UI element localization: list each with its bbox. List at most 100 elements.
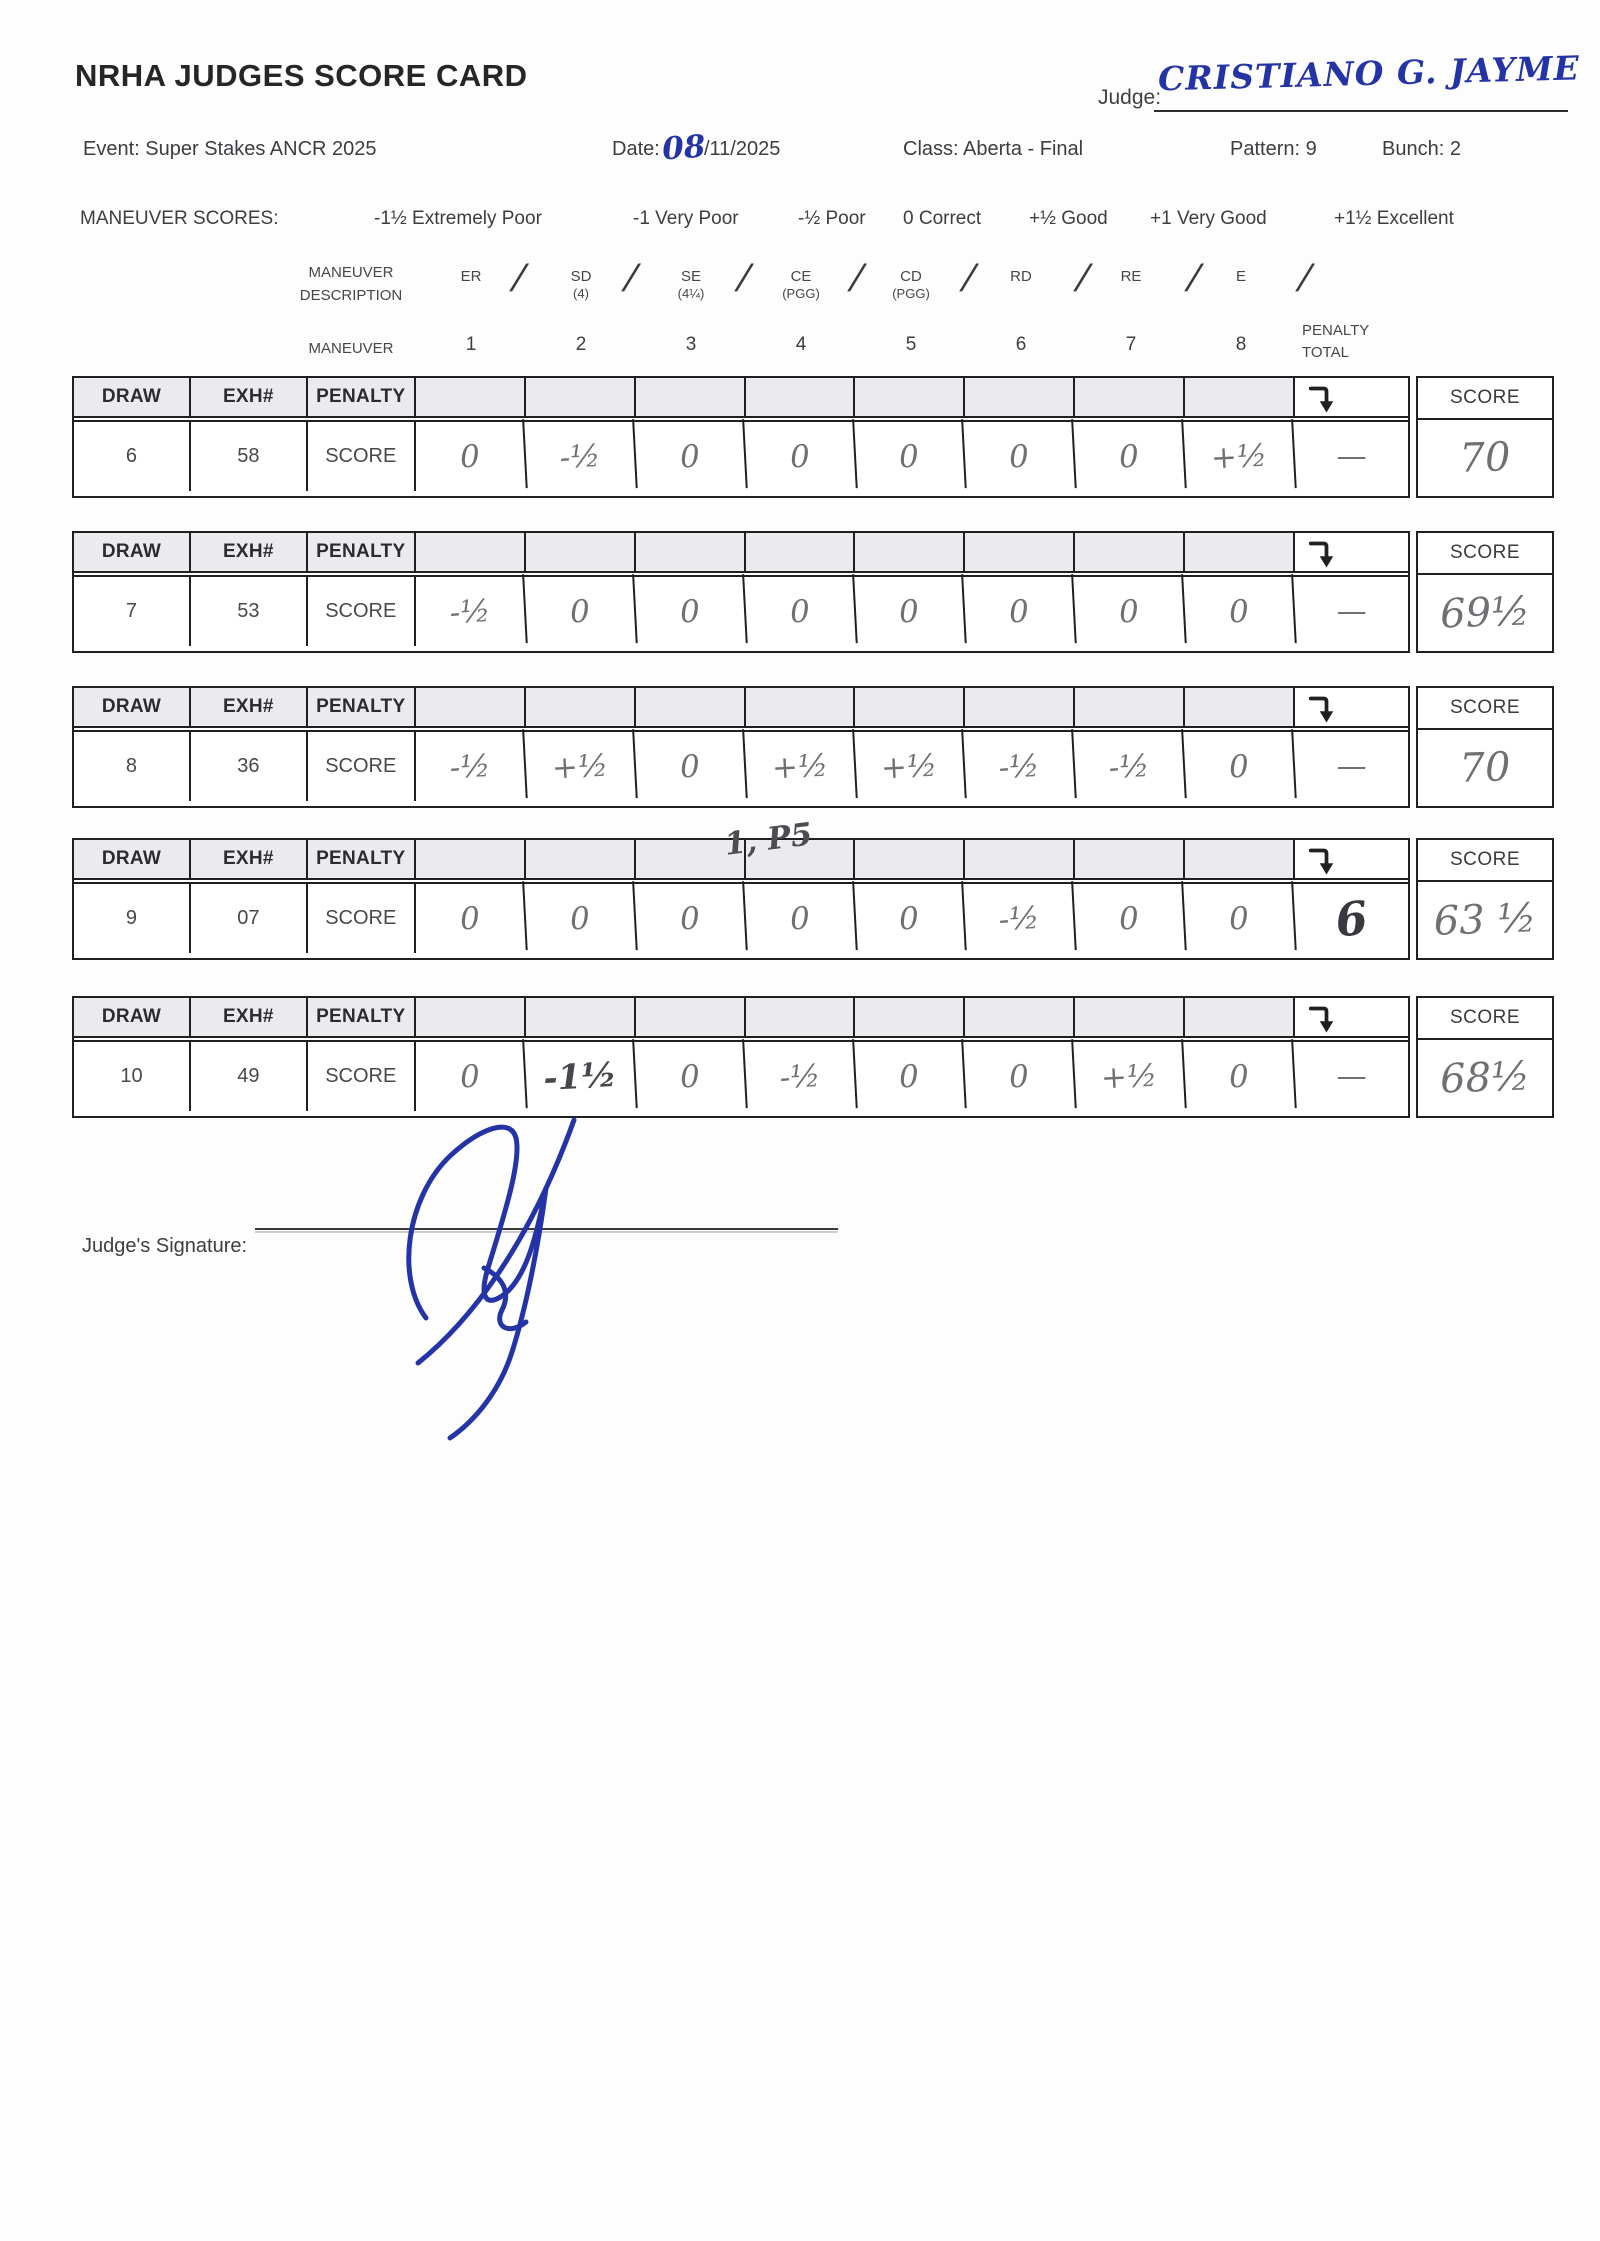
penalty-box-cell bbox=[855, 533, 966, 571]
pattern-label: Pattern: bbox=[1230, 138, 1301, 160]
penalty-box-cell bbox=[1185, 378, 1296, 416]
maneuver-score-cell: 0 bbox=[1183, 1039, 1297, 1114]
maneuver-score-cell: -½ bbox=[414, 574, 528, 649]
maneuver-score-cell: -½ bbox=[963, 881, 1077, 956]
maneuver-number: 5 bbox=[905, 334, 917, 355]
corner-down-arrow-icon bbox=[1308, 696, 1334, 723]
maneuver-score-cell: 0 bbox=[743, 881, 858, 956]
maneuver-score-cell: 0 bbox=[523, 881, 638, 956]
penalty-box-cell bbox=[416, 688, 526, 726]
maneuver-score-cell: 0 bbox=[963, 1039, 1077, 1114]
penalty-box-cell bbox=[416, 998, 526, 1036]
total-score-value: 70 bbox=[1458, 743, 1512, 792]
penalty-total-value: — bbox=[1336, 749, 1367, 784]
score-label: SCORE bbox=[1418, 378, 1552, 420]
penalty-box-cell bbox=[526, 840, 636, 878]
draw-header-cell: DRAW bbox=[74, 840, 191, 878]
penalty-box-cell bbox=[746, 533, 856, 571]
penalty-total-value: — bbox=[1336, 1059, 1367, 1094]
judge-name-underline bbox=[1154, 110, 1568, 112]
legend-item: 0 Correct bbox=[903, 208, 982, 229]
maneuver-code: RD bbox=[966, 268, 1076, 286]
maneuver-score-cell: +½ bbox=[523, 729, 638, 804]
date-label: Date: bbox=[612, 138, 660, 160]
total-score-value: 68½ bbox=[1439, 1052, 1531, 1103]
maneuver-number: 2 bbox=[575, 334, 587, 355]
penalty-box-cell bbox=[855, 378, 966, 416]
maneuver-score-cell: -½ bbox=[743, 1039, 858, 1114]
maneuver-number: 6 bbox=[1015, 334, 1027, 355]
maneuver-score-cell: 0 bbox=[853, 419, 968, 494]
draw-value: 7 bbox=[74, 577, 191, 646]
maneuver-scores-legend: MANEUVER SCORES: -1½ Extremely Poor -1 V… bbox=[0, 208, 1600, 236]
exh-value: 49 bbox=[191, 1042, 308, 1111]
maneuver-score-cell: 0 bbox=[743, 419, 858, 494]
score-row-label: SCORE bbox=[308, 577, 416, 646]
maneuver-score-cell: 0 bbox=[633, 574, 748, 649]
maneuver-code: E bbox=[1186, 268, 1296, 286]
class-label: Class: bbox=[903, 138, 959, 160]
penalty-header-cell: PENALTY bbox=[308, 688, 416, 726]
maneuver-code: CE (PGG) bbox=[746, 268, 856, 302]
maneuver-number: 7 bbox=[1125, 334, 1137, 355]
exh-value: 58 bbox=[191, 422, 308, 491]
judge-signature-line bbox=[255, 1228, 838, 1230]
legend-item: +1 Very Good bbox=[1150, 208, 1267, 229]
penalty-box-cell bbox=[855, 998, 966, 1036]
penalty-header-cell: PENALTY bbox=[308, 533, 416, 571]
penalty-box-cell bbox=[1075, 378, 1186, 416]
penalty-box-cell bbox=[1075, 688, 1186, 726]
exh-header-cell: EXH# bbox=[191, 378, 308, 416]
penalty-note-handwritten bbox=[725, 498, 904, 520]
maneuver-score-cell: +½ bbox=[743, 729, 858, 804]
exh-header-cell: EXH# bbox=[191, 533, 308, 571]
maneuver-code-sub: (4¼) bbox=[677, 286, 705, 301]
maneuver-score-cell: 0 bbox=[633, 419, 748, 494]
maneuver-score-cell: +½ bbox=[1183, 419, 1297, 494]
maneuver-code-sub: (PGG) bbox=[892, 286, 930, 301]
maneuver-score-cell: 0 bbox=[633, 881, 748, 956]
maneuver-description-label: MANEUVER DESCRIPTION bbox=[299, 264, 403, 304]
scorecard-row-draw-7: DRAW EXH# PENALTY 7 53 SCORE -½ 0 0 0 0 … bbox=[72, 531, 1554, 653]
penalty-box-cell bbox=[746, 688, 856, 726]
maneuver-code: CD (PGG) bbox=[856, 268, 966, 302]
scorecard-grid: DRAW EXH# PENALTY 10 49 SCORE 0 -1½ 0 -½… bbox=[72, 996, 1410, 1118]
total-score-value: 63 ½ bbox=[1433, 894, 1537, 945]
penalty-box-cell bbox=[636, 998, 746, 1036]
maneuver-score-cell: +½ bbox=[853, 729, 968, 804]
maneuver-number: 1 bbox=[465, 334, 477, 355]
penalty-box-cell bbox=[636, 378, 746, 416]
penalty-total-header-cell bbox=[1295, 840, 1409, 878]
maneuver-code-text: RD bbox=[1010, 268, 1032, 285]
penalty-total-header-cell bbox=[1295, 998, 1409, 1036]
draw-value: 10 bbox=[74, 1042, 191, 1111]
penalty-box-cell bbox=[1185, 840, 1296, 878]
scorecard-row-draw-10: DRAW EXH# PENALTY 10 49 SCORE 0 -1½ 0 -½… bbox=[72, 996, 1554, 1118]
penalty-box-cell bbox=[526, 688, 636, 726]
exh-value: 53 bbox=[191, 577, 308, 646]
penalty-box-cell bbox=[526, 533, 636, 571]
penalty-box-cell bbox=[965, 840, 1076, 878]
info-line: Event: Super Stakes ANCR 2025 Date:08/11… bbox=[0, 129, 1600, 168]
penalty-total-header-cell bbox=[1295, 378, 1409, 416]
class-field: Class: Aberta - Final bbox=[903, 138, 1083, 161]
legend-item: -1 Very Poor bbox=[633, 208, 739, 229]
exh-value: 36 bbox=[191, 732, 308, 801]
score-box: SCORE 69½ bbox=[1416, 531, 1554, 653]
maneuver-score-cell: -½ bbox=[414, 729, 528, 804]
judge-name-handwritten: CRISTIANO G. JAYME bbox=[1157, 48, 1581, 99]
maneuver-code-sub: (4) bbox=[573, 286, 589, 301]
maneuver-score-cell: -½ bbox=[523, 419, 638, 494]
exh-value: 07 bbox=[191, 884, 308, 953]
penalty-box-cell bbox=[526, 998, 636, 1036]
maneuver-score-cell: 0 bbox=[963, 574, 1077, 649]
maneuver-code: ER bbox=[416, 268, 526, 286]
maneuver-score-cell: 0 bbox=[414, 419, 528, 494]
maneuver-score-cell: 0 bbox=[853, 1039, 968, 1114]
corner-down-arrow-icon bbox=[1308, 848, 1334, 875]
maneuver-score-cell: 0 bbox=[1183, 729, 1297, 804]
maneuver-score-cell: 0 bbox=[633, 1039, 748, 1114]
score-box: SCORE 70 bbox=[1416, 686, 1554, 808]
penalty-box-cell bbox=[1185, 998, 1296, 1036]
maneuver-code: SE (4¼) bbox=[636, 268, 746, 302]
